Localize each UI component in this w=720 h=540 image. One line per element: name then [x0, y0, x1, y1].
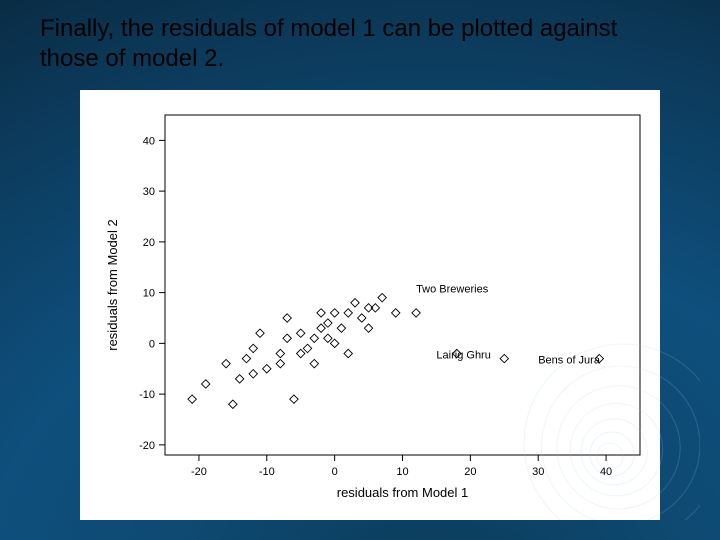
data-point — [263, 365, 271, 373]
point-annotation: Lairig Ghru — [436, 350, 490, 362]
data-point — [297, 329, 305, 337]
data-point — [303, 344, 311, 352]
scatter-points — [188, 293, 604, 408]
data-point — [317, 309, 325, 317]
y-tick-label: 10 — [143, 288, 155, 300]
data-point — [249, 370, 257, 378]
data-point — [412, 309, 420, 317]
data-point — [276, 359, 284, 367]
y-tick-label: 40 — [143, 135, 155, 147]
data-point — [256, 329, 264, 337]
x-tick-label: 40 — [600, 466, 612, 478]
point-annotations: Two Breweries Lairig Ghru Bens of Jura — [416, 284, 601, 367]
data-point — [229, 400, 237, 408]
slide-title: Finally, the residuals of model 1 can be… — [40, 14, 680, 74]
data-point — [500, 354, 508, 362]
data-point — [222, 359, 230, 367]
data-point — [364, 324, 372, 332]
chart-panel: -20 -10 0 10 20 30 40 -20 -10 0 10 20 30 40 residual… — [80, 90, 660, 520]
x-axis-label: residuals from Model 1 — [337, 485, 469, 500]
data-point — [310, 359, 318, 367]
data-point — [283, 334, 291, 342]
data-point — [290, 395, 298, 403]
data-point — [297, 349, 305, 357]
slide-background: Finally, the residuals of model 1 can be… — [0, 0, 720, 540]
x-tick-label: 20 — [464, 466, 476, 478]
data-point — [310, 334, 318, 342]
data-point — [378, 293, 386, 301]
data-point — [324, 319, 332, 327]
data-point — [242, 354, 250, 362]
x-tick-label: 0 — [332, 466, 338, 478]
data-point — [202, 380, 210, 388]
x-tick-label: 10 — [396, 466, 408, 478]
data-point — [276, 349, 284, 357]
data-point — [330, 339, 338, 347]
y-tick-label: 30 — [143, 186, 155, 198]
data-point — [235, 375, 243, 383]
y-tick-label: 0 — [149, 338, 155, 350]
data-point — [344, 349, 352, 357]
y-tick-label: 20 — [143, 237, 155, 249]
point-annotation: Two Breweries — [416, 284, 489, 296]
x-tick-label: 30 — [532, 466, 544, 478]
data-point — [249, 344, 257, 352]
data-point — [188, 395, 196, 403]
y-tick-label: -20 — [139, 440, 155, 452]
data-point — [283, 314, 291, 322]
data-point — [317, 324, 325, 332]
data-point — [392, 309, 400, 317]
y-tick-label: -10 — [139, 389, 155, 401]
data-point — [337, 324, 345, 332]
x-axis-ticks: -20 -10 0 10 20 30 40 — [191, 455, 612, 478]
data-point — [324, 334, 332, 342]
y-axis-ticks: -20 -10 0 10 20 30 40 — [139, 135, 165, 451]
data-point — [351, 299, 359, 307]
x-tick-label: -10 — [259, 466, 275, 478]
data-point — [330, 309, 338, 317]
data-point — [358, 314, 366, 322]
data-point — [344, 309, 352, 317]
scatter-chart: -20 -10 0 10 20 30 40 -20 -10 0 10 20 30 40 residual… — [80, 90, 660, 520]
x-tick-label: -20 — [191, 466, 207, 478]
y-axis-label: residuals from Model 2 — [105, 219, 120, 351]
point-annotation: Bens of Jura — [538, 355, 601, 367]
